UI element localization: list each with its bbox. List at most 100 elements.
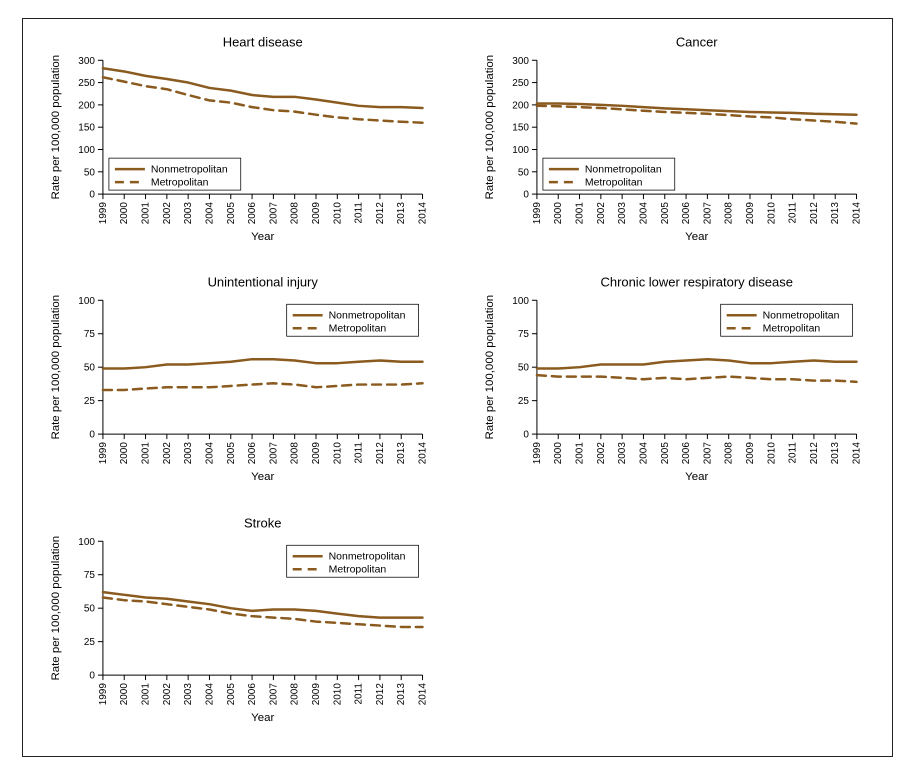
- legend: NonmetropolitanMetropolitan: [109, 158, 241, 190]
- x-tick-label: 2014: [418, 442, 429, 465]
- x-tick-label: 2002: [595, 442, 606, 465]
- x-tick-label: 2005: [659, 442, 670, 465]
- y-axis-label: Rate per 100,000 population: [483, 295, 495, 440]
- x-tick-label: 2012: [808, 442, 819, 465]
- x-tick-label: 2010: [332, 682, 343, 705]
- x-tick-label: 2004: [204, 442, 215, 465]
- y-tick-label: 100: [78, 296, 95, 307]
- x-tick-label: 2004: [204, 202, 215, 225]
- x-tick-label: 2006: [247, 682, 258, 705]
- x-axis-label: Year: [685, 231, 708, 243]
- y-tick-label: 0: [89, 190, 95, 201]
- y-tick-label: 75: [84, 330, 96, 341]
- x-tick-label: 2003: [617, 202, 628, 225]
- x-tick-label: 2000: [119, 442, 130, 465]
- x-tick-label: 2001: [574, 442, 585, 465]
- legend: NonmetropolitanMetropolitan: [720, 305, 852, 337]
- y-axis-label: Rate per 100,000 population: [50, 55, 62, 200]
- x-tick-label: 2007: [268, 442, 279, 465]
- x-tick-label: 2001: [141, 682, 152, 705]
- x-tick-label: 2006: [681, 202, 692, 225]
- x-tick-label: 2011: [787, 202, 798, 224]
- panel-stroke: Stroke0255075100199920002001200220032004…: [41, 512, 441, 738]
- x-tick-label: 2007: [702, 202, 713, 225]
- x-tick-label: 2014: [418, 202, 429, 225]
- x-tick-label: 2009: [744, 442, 755, 465]
- chart-title: Chronic lower respiratory disease: [600, 275, 792, 290]
- y-tick-label: 25: [84, 396, 96, 407]
- panel-heart-disease: Heart disease050100150200250300199920002…: [41, 31, 441, 257]
- x-tick-label: 2002: [162, 442, 173, 465]
- legend: NonmetropolitanMetropolitan: [542, 158, 674, 190]
- y-tick-label: 300: [78, 56, 95, 67]
- x-tick-label: 2002: [162, 202, 173, 225]
- y-tick-label: 0: [523, 430, 529, 441]
- y-tick-label: 50: [84, 603, 96, 614]
- legend: NonmetropolitanMetropolitan: [287, 545, 419, 577]
- x-tick-label: 2013: [830, 202, 841, 225]
- x-tick-label: 2001: [141, 202, 152, 225]
- y-tick-label: 50: [517, 167, 529, 178]
- x-tick-label: 2007: [702, 442, 713, 465]
- x-tick-label: 2003: [183, 682, 194, 705]
- x-tick-label: 2004: [204, 682, 215, 705]
- x-axis-label: Year: [251, 712, 274, 724]
- x-tick-label: 2004: [638, 442, 649, 465]
- chart-title: Stroke: [244, 515, 281, 530]
- x-tick-label: 2013: [396, 442, 407, 465]
- legend-label-metro: Metropolitan: [329, 324, 387, 335]
- y-tick-label: 75: [84, 570, 96, 581]
- series-nonmetropolitan: [536, 360, 856, 369]
- x-tick-label: 2007: [268, 682, 279, 705]
- chart-frame: Heart disease 0 50 100 150 2002 50 300 1999 2000 2…: [22, 18, 893, 757]
- y-tick-label: 100: [78, 145, 95, 156]
- x-tick-label: 2010: [332, 442, 343, 465]
- x-tick-label: 2003: [183, 442, 194, 465]
- y-tick-label: 0: [523, 190, 529, 201]
- x-tick-label: 1999: [531, 202, 542, 225]
- y-tick-label: 25: [517, 396, 529, 407]
- x-tick-label: 2012: [375, 682, 386, 705]
- chart-title: Heart disease: [223, 34, 303, 49]
- x-axis-label: Year: [251, 471, 274, 483]
- x-tick-label: 2013: [830, 442, 841, 465]
- y-tick-label: 100: [78, 536, 95, 547]
- x-tick-label: 2009: [311, 442, 322, 465]
- y-tick-label: 75: [517, 330, 529, 341]
- y-tick-label: 150: [512, 123, 529, 134]
- x-tick-label: 2005: [226, 442, 237, 465]
- x-tick-label: 2003: [617, 442, 628, 465]
- y-tick-label: 50: [517, 363, 529, 374]
- x-tick-label: 2008: [290, 682, 301, 705]
- legend-label-nonmetro: Nonmetropolitan: [329, 551, 406, 562]
- legend-label-metro: Metropolitan: [762, 324, 820, 335]
- x-tick-label: 2014: [851, 442, 862, 465]
- x-tick-label: 2010: [766, 442, 777, 465]
- x-tick-label: 2014: [851, 202, 862, 225]
- y-tick-label: 0: [89, 430, 95, 441]
- x-tick-label: 2009: [744, 202, 755, 225]
- x-tick-label: 2008: [723, 442, 734, 465]
- x-tick-label: 2013: [396, 202, 407, 225]
- x-tick-label: 2012: [808, 202, 819, 225]
- x-tick-label: 2005: [659, 202, 670, 225]
- x-tick-label: 1999: [98, 682, 109, 705]
- x-tick-label: 1999: [531, 442, 542, 465]
- x-tick-label: 2005: [226, 202, 237, 225]
- panel-empty: [475, 512, 875, 738]
- x-tick-label: 2007: [268, 202, 279, 225]
- chart-grid: Heart disease 0 50 100 150 2002 50 300 1999 2000 2…: [41, 31, 874, 738]
- x-tick-label: 2014: [418, 682, 429, 705]
- x-axis-label: Year: [685, 471, 708, 483]
- x-tick-label: 2000: [553, 202, 564, 225]
- panel-clrd: Chronic lower respiratory disease 0 25 50 75…: [475, 271, 875, 497]
- x-tick-label: 2009: [311, 682, 322, 705]
- y-axis-label: Rate per 100,000 population: [483, 55, 495, 200]
- y-tick-label: 50: [84, 167, 96, 178]
- x-tick-label: 2012: [375, 202, 386, 225]
- panel-unintentional-injury: Unintentional injury02550751001999200020…: [41, 271, 441, 497]
- x-tick-label: 2001: [141, 442, 152, 465]
- x-tick-label: 2008: [290, 202, 301, 225]
- y-tick-label: 250: [512, 78, 529, 89]
- x-tick-label: 2000: [119, 202, 130, 225]
